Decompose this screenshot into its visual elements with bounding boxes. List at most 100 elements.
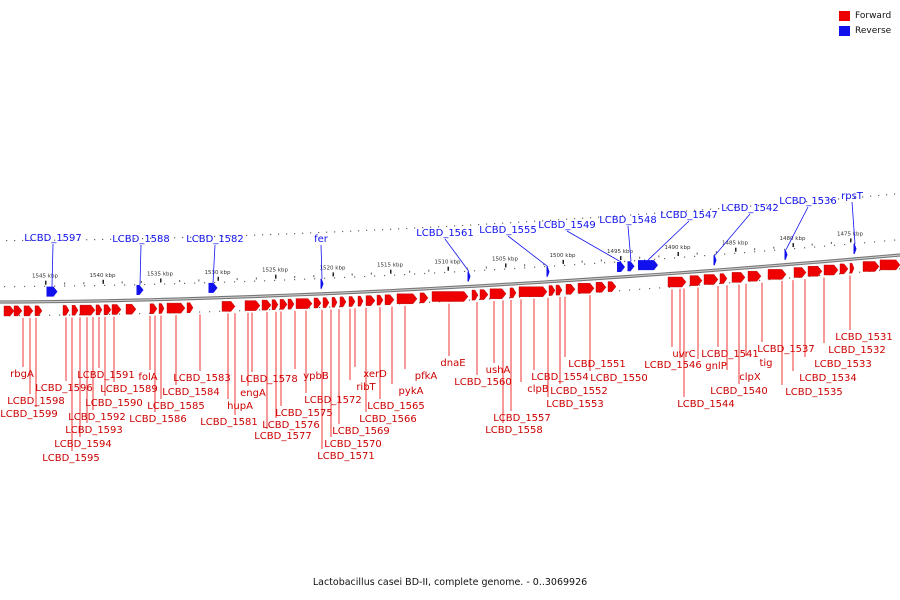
forward-gene-arrow[interactable] (731, 272, 746, 283)
forward-gene-label[interactable]: LCBD_1593 (65, 425, 123, 436)
forward-gene-label[interactable]: LCBD_1566 (359, 414, 417, 425)
forward-gene-label[interactable]: LCBD_1590 (85, 398, 143, 409)
forward-gene-label[interactable]: LCBD_1531 (835, 332, 893, 343)
reverse-gene-label[interactable]: LCBD_1536 (779, 196, 837, 207)
forward-gene-arrow[interactable] (376, 294, 384, 306)
forward-gene-label[interactable]: LCBD_1576 (262, 420, 320, 431)
forward-gene-arrow[interactable] (348, 296, 356, 307)
forward-gene-arrow[interactable] (125, 304, 137, 315)
forward-gene-arrow[interactable] (839, 263, 849, 275)
forward-gene-arrow[interactable] (287, 298, 295, 310)
forward-gene-arrow[interactable] (862, 261, 880, 272)
reverse-gene-label[interactable]: LCBD_1542 (721, 203, 779, 214)
forward-gene-label[interactable]: LCBD_1581 (200, 417, 258, 428)
reverse-gene-label[interactable]: fer (314, 234, 329, 245)
forward-gene-label[interactable]: LCBD_1532 (828, 345, 886, 356)
forward-gene-label[interactable]: LCBD_1570 (324, 439, 382, 450)
forward-gene-arrow[interactable] (555, 284, 563, 296)
forward-gene-label[interactable]: LCBD_1592 (68, 412, 126, 423)
forward-gene-arrow[interactable] (357, 295, 364, 307)
forward-gene-label[interactable]: LCBD_1533 (814, 359, 872, 370)
reverse-gene-label[interactable]: LCBD_1582 (186, 234, 244, 245)
forward-gene-arrow[interactable] (166, 302, 186, 314)
forward-gene-arrow[interactable] (261, 299, 272, 311)
forward-gene-arrow[interactable] (103, 304, 112, 315)
forward-gene-label[interactable]: LCBD_1586 (129, 414, 187, 425)
forward-gene-arrow[interactable] (34, 305, 43, 316)
forward-gene-arrow[interactable] (3, 305, 15, 317)
forward-gene-arrow[interactable] (489, 288, 507, 299)
forward-gene-label[interactable]: LCBD_1599 (0, 409, 58, 420)
forward-gene-label[interactable]: ypbB (303, 371, 329, 382)
forward-gene-arrow[interactable] (548, 285, 556, 296)
forward-gene-arrow[interactable] (689, 275, 703, 286)
forward-gene-label[interactable]: xerD (363, 369, 387, 380)
forward-gene-label[interactable]: LCBD_1575 (275, 408, 333, 419)
forward-gene-arrow[interactable] (807, 266, 823, 277)
forward-gene-label[interactable]: LCBD_1571 (317, 451, 375, 462)
forward-gene-label[interactable]: LCBD_1537 (757, 344, 815, 355)
forward-gene-arrow[interactable] (431, 291, 469, 302)
forward-gene-label[interactable]: LCBD_1540 (710, 386, 768, 397)
forward-gene-arrow[interactable] (565, 284, 576, 295)
forward-gene-label[interactable]: LCBD_1589 (100, 384, 158, 395)
forward-gene-label[interactable]: LCBD_1541 (701, 349, 759, 360)
reverse-gene-label[interactable]: LCBD_1597 (24, 233, 82, 244)
reverse-gene-arrow[interactable] (546, 266, 550, 277)
forward-gene-label[interactable]: LCBD_1557 (493, 413, 551, 424)
reverse-gene-label[interactable]: LCBD_1548 (599, 215, 657, 226)
forward-gene-arrow[interactable] (322, 297, 330, 308)
forward-gene-label[interactable]: ribT (356, 382, 376, 393)
forward-gene-arrow[interactable] (221, 301, 236, 312)
reverse-gene-arrow[interactable] (467, 271, 471, 282)
forward-gene-arrow[interactable] (509, 287, 517, 299)
forward-gene-label[interactable]: LCBD_1577 (254, 431, 312, 442)
forward-gene-label[interactable]: clpX (739, 372, 761, 383)
forward-gene-label[interactable]: LCBD_1578 (240, 374, 298, 385)
reverse-gene-label[interactable]: LCBD_1549 (538, 220, 596, 231)
forward-gene-label[interactable]: LCBD_1534 (799, 373, 857, 384)
forward-gene-label[interactable]: LCBD_1585 (147, 401, 205, 412)
forward-gene-arrow[interactable] (703, 274, 719, 285)
reverse-gene-arrow[interactable] (208, 282, 218, 293)
forward-gene-label[interactable]: pfkA (415, 371, 438, 382)
forward-gene-arrow[interactable] (331, 297, 338, 308)
forward-gene-arrow[interactable] (823, 264, 839, 276)
reverse-gene-label[interactable]: rpsT (841, 191, 864, 202)
forward-gene-label[interactable]: LCBD_1546 (644, 360, 702, 371)
forward-gene-arrow[interactable] (577, 283, 595, 294)
forward-gene-label[interactable]: LCBD_1594 (54, 439, 112, 450)
forward-gene-arrow[interactable] (13, 305, 23, 317)
forward-gene-arrow[interactable] (279, 299, 288, 310)
forward-gene-arrow[interactable] (62, 305, 70, 316)
forward-gene-label[interactable]: rbgA (10, 369, 34, 380)
forward-gene-arrow[interactable] (879, 259, 900, 271)
forward-gene-label[interactable]: LCBD_1595 (42, 453, 100, 464)
forward-gene-label[interactable]: LCBD_1558 (485, 425, 543, 436)
forward-gene-label[interactable]: ushA (486, 365, 511, 376)
forward-gene-arrow[interactable] (419, 292, 429, 304)
forward-gene-arrow[interactable] (313, 297, 322, 309)
forward-gene-arrow[interactable] (244, 300, 261, 311)
forward-gene-label[interactable]: LCBD_1583 (173, 373, 231, 384)
forward-gene-arrow[interactable] (667, 276, 687, 288)
forward-gene-arrow[interactable] (339, 296, 347, 308)
forward-gene-label[interactable]: LCBD_1552 (550, 386, 608, 397)
reverse-gene-arrow[interactable] (784, 249, 788, 260)
forward-gene-arrow[interactable] (595, 282, 607, 293)
forward-gene-label[interactable]: LCBD_1584 (162, 387, 220, 398)
reverse-gene-arrow[interactable] (136, 285, 144, 295)
forward-gene-arrow[interactable] (23, 305, 34, 317)
forward-gene-label[interactable]: gnlP (705, 361, 727, 372)
reverse-gene-arrow[interactable] (853, 243, 857, 254)
forward-gene-arrow[interactable] (793, 267, 807, 278)
forward-gene-label[interactable]: LCBD_1591 (77, 370, 135, 381)
forward-gene-arrow[interactable] (71, 305, 79, 316)
forward-gene-arrow[interactable] (271, 299, 279, 310)
forward-gene-label[interactable]: LCBD_1560 (454, 377, 512, 388)
forward-gene-label[interactable]: LCBD_1565 (367, 401, 425, 412)
forward-gene-arrow[interactable] (767, 269, 787, 280)
forward-gene-label[interactable]: LCBD_1551 (568, 359, 626, 370)
forward-gene-label[interactable]: LCBD_1569 (332, 426, 390, 437)
forward-gene-arrow[interactable] (79, 304, 96, 316)
